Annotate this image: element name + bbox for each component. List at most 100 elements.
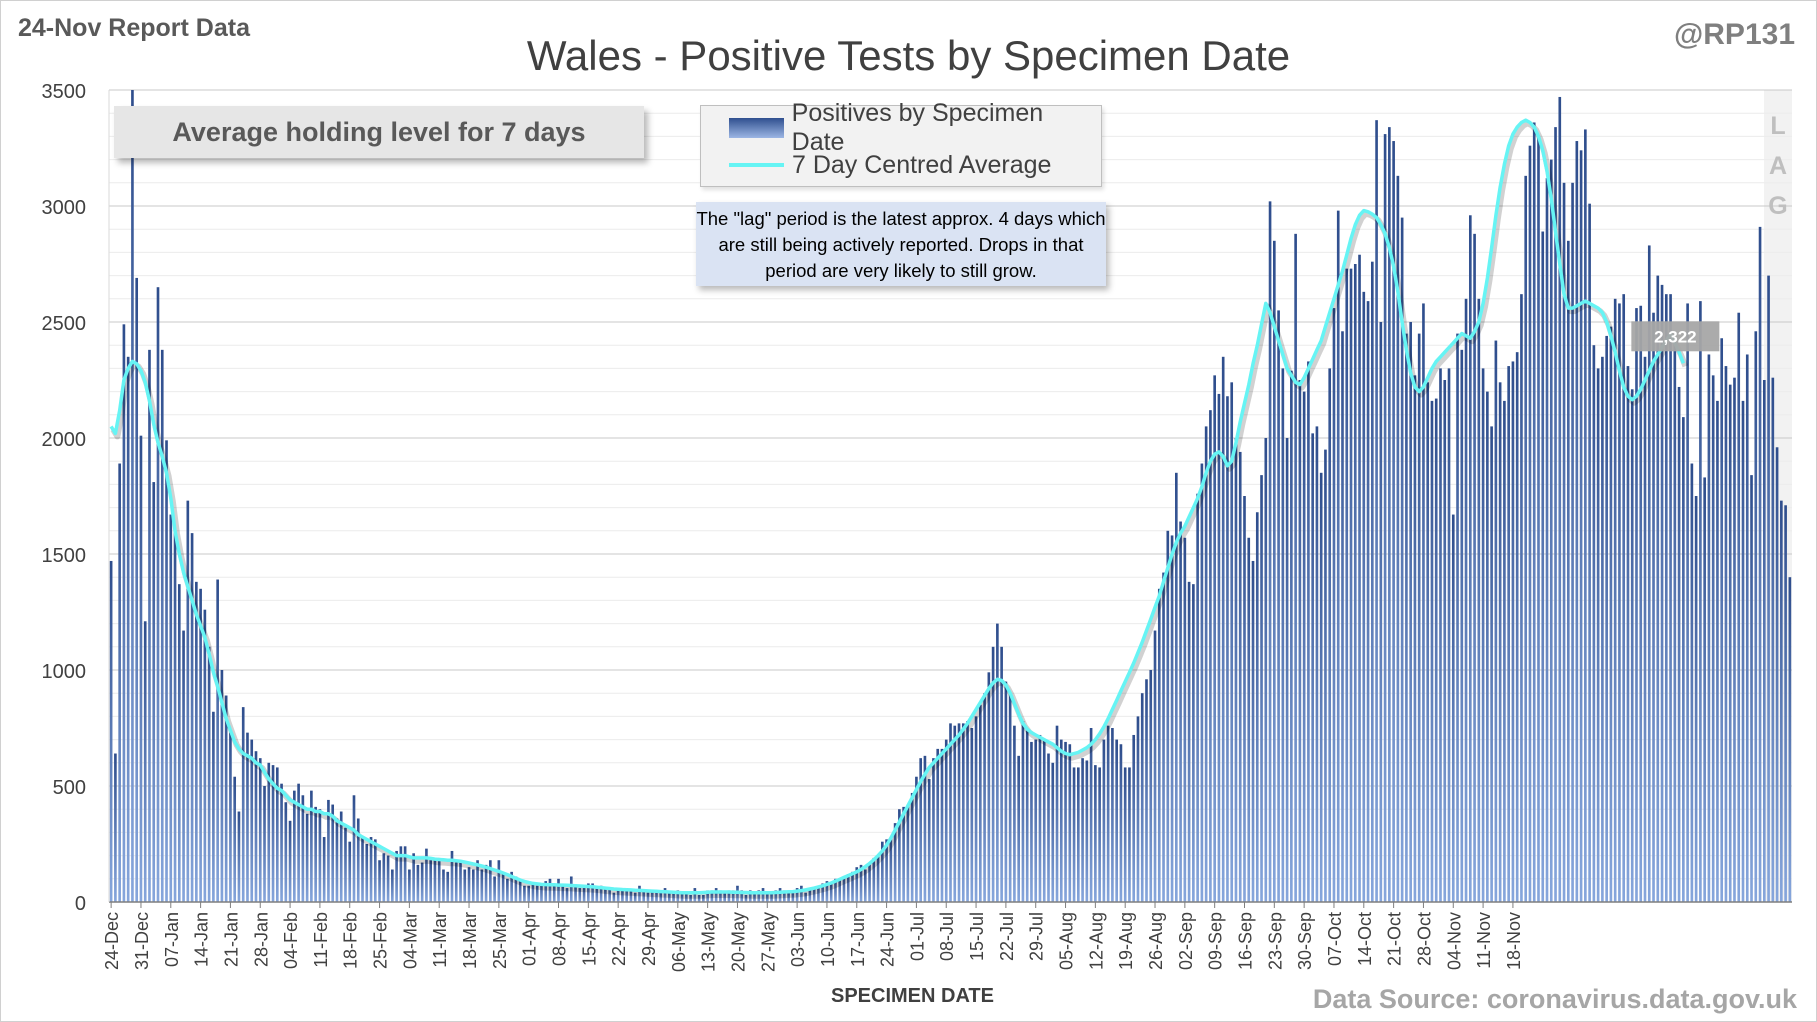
bar bbox=[1162, 572, 1165, 902]
bar bbox=[361, 837, 364, 902]
bar bbox=[1711, 375, 1715, 902]
bar bbox=[1166, 530, 1170, 902]
bar bbox=[1008, 693, 1012, 902]
bar bbox=[1281, 368, 1285, 902]
bar bbox=[714, 888, 718, 902]
bar bbox=[186, 500, 190, 902]
bar bbox=[1315, 426, 1319, 902]
bar bbox=[1285, 438, 1289, 902]
x-tick-label: 04-Nov bbox=[1444, 912, 1464, 970]
x-tick-label: 21-Jan bbox=[221, 912, 241, 967]
x-tick-label: 06-May bbox=[669, 912, 689, 972]
bar bbox=[118, 463, 121, 902]
bar bbox=[544, 881, 548, 902]
bar bbox=[1558, 96, 1562, 902]
bar bbox=[1136, 716, 1140, 902]
bar bbox=[199, 588, 202, 902]
bar bbox=[1072, 767, 1076, 902]
bar bbox=[740, 890, 744, 902]
bar bbox=[1042, 739, 1046, 902]
x-tick-label: 18-Nov bbox=[1504, 912, 1524, 970]
bar bbox=[1388, 127, 1391, 903]
bar bbox=[1392, 141, 1395, 903]
bar bbox=[693, 888, 697, 902]
bar bbox=[275, 767, 279, 902]
bar bbox=[1477, 298, 1481, 902]
bar bbox=[190, 533, 194, 902]
bar bbox=[1217, 393, 1221, 902]
bar bbox=[974, 716, 978, 902]
bar bbox=[420, 862, 424, 902]
bar bbox=[1111, 728, 1114, 902]
bar bbox=[1307, 361, 1310, 902]
bar bbox=[1353, 264, 1357, 902]
bar bbox=[1528, 145, 1532, 902]
bar bbox=[1647, 245, 1651, 902]
x-axis bbox=[108, 90, 1792, 903]
bar bbox=[1643, 356, 1647, 902]
bar bbox=[1460, 349, 1464, 903]
bar bbox=[177, 584, 181, 902]
bar bbox=[1302, 391, 1306, 902]
bar bbox=[1064, 741, 1067, 902]
bar bbox=[1434, 398, 1438, 902]
bar bbox=[540, 883, 543, 902]
bar bbox=[1669, 294, 1672, 902]
bar bbox=[757, 890, 761, 902]
bar bbox=[557, 878, 560, 902]
bar bbox=[957, 723, 961, 902]
bar bbox=[548, 878, 552, 902]
bar bbox=[587, 883, 590, 902]
bar bbox=[1319, 472, 1323, 902]
bar bbox=[1588, 203, 1591, 902]
x-tick-label: 13-May bbox=[699, 912, 719, 972]
x-tick-label: 19-Aug bbox=[1116, 912, 1136, 970]
bar bbox=[859, 864, 863, 902]
bar bbox=[391, 869, 394, 902]
bar bbox=[1422, 303, 1425, 902]
bar bbox=[689, 895, 692, 902]
bar bbox=[425, 848, 428, 902]
bar bbox=[1677, 386, 1681, 903]
bar bbox=[348, 841, 352, 902]
bar bbox=[685, 892, 688, 902]
bar bbox=[229, 732, 232, 902]
bar bbox=[160, 349, 164, 903]
bar bbox=[842, 876, 846, 902]
x-tick-label: 20-May bbox=[728, 912, 748, 972]
x-tick-label: 08-Jul bbox=[937, 912, 957, 961]
bar bbox=[1059, 739, 1063, 902]
bar bbox=[838, 878, 842, 902]
bar bbox=[518, 881, 522, 902]
bar bbox=[1238, 451, 1242, 902]
bar bbox=[991, 646, 995, 902]
x-tick-label: 22-Jul bbox=[997, 912, 1017, 961]
bar bbox=[1584, 129, 1587, 902]
bar bbox=[1720, 338, 1724, 902]
bar bbox=[983, 693, 986, 902]
bar bbox=[1017, 755, 1020, 902]
bar bbox=[1737, 312, 1741, 903]
bar bbox=[1592, 345, 1596, 902]
x-tick-label: 17-Jun bbox=[848, 912, 868, 967]
bar bbox=[1511, 361, 1515, 902]
y-tick-label: 1500 bbox=[42, 545, 87, 567]
x-tick-label: 14-Oct bbox=[1355, 912, 1375, 966]
bar bbox=[1575, 141, 1579, 903]
x-tick-label: 18-Feb bbox=[341, 912, 361, 969]
bar bbox=[1209, 410, 1212, 902]
bar bbox=[787, 892, 790, 902]
bar bbox=[1145, 679, 1148, 902]
bar bbox=[126, 356, 130, 902]
bar bbox=[344, 827, 347, 902]
bar bbox=[1545, 178, 1549, 902]
bar bbox=[195, 581, 198, 902]
bar bbox=[1660, 284, 1664, 902]
bar bbox=[510, 871, 513, 902]
bar bbox=[523, 885, 526, 902]
bar bbox=[318, 809, 322, 902]
x-tick-label: 22-Apr bbox=[609, 912, 629, 966]
bar bbox=[1524, 175, 1528, 903]
bar bbox=[1025, 730, 1029, 902]
bar bbox=[1686, 303, 1689, 902]
